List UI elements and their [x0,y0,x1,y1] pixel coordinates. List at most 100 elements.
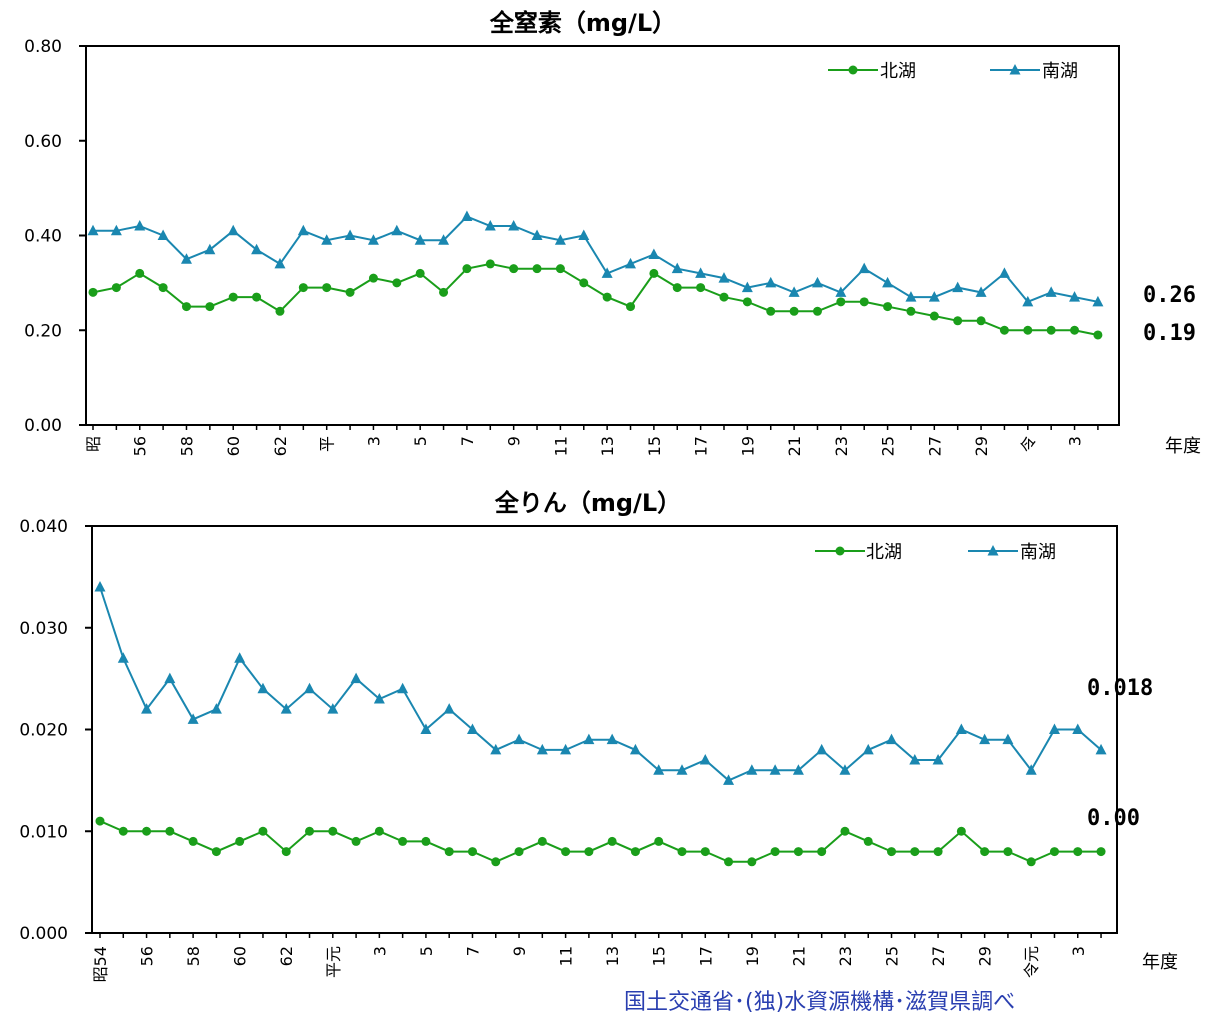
x-tick-label: 令元 [1022,946,1041,978]
data-point [1049,847,1059,857]
x-tick-label: 平元 [324,946,343,978]
x-tick-label: 58 [177,436,196,456]
y-tick-label: 0.040 [19,517,68,537]
x-tick-label: 11 [551,436,570,456]
data-point [491,857,501,867]
data-point [793,847,803,857]
data-point [165,826,175,836]
data-point [560,743,572,755]
data-point [719,292,729,302]
data-point [180,253,192,264]
data-point [537,836,547,846]
data-point [746,764,758,775]
data-point [741,281,753,293]
data-point [467,847,477,857]
data-point [770,847,780,857]
data-point [976,316,986,326]
y-tick-label: 0.030 [19,619,68,639]
x-tick-label: 58 [184,946,203,966]
data-point [118,826,128,836]
data-point [415,268,425,278]
data-point [836,297,846,307]
data-point [134,220,146,231]
x-tick-label: 23 [836,946,855,966]
data-point [1046,325,1056,335]
x-tick-label: 13 [598,436,617,456]
x-tick-label: 9 [505,436,524,446]
data-point [345,287,355,297]
data-point [561,847,571,857]
data-point [1095,743,1107,755]
x-tick-label: 60 [224,436,243,456]
data-point [490,743,502,755]
data-point [305,826,315,836]
data-point [766,306,776,316]
x-tick-label: 昭 [84,436,103,452]
x-tick-label: 3 [1069,946,1088,956]
data-point [601,267,613,278]
data-point [1070,325,1080,335]
data-point [392,278,402,288]
x-tick-label: 60 [231,946,250,966]
y-tick-label: 0.60 [24,132,62,152]
data-point [374,826,384,836]
x-tick-label: 25 [879,436,898,456]
data-point [980,847,990,857]
data-point [859,297,869,307]
data-point [676,764,688,775]
x-tick-label: 21 [785,436,804,456]
x-tick-label: 7 [463,946,482,956]
x-tick-label: 27 [929,946,948,966]
data-point [747,857,757,867]
data-point [350,672,362,684]
legend-label: 南湖 [1020,542,1056,563]
data-point [862,743,874,755]
data-point [508,220,520,231]
data-point [210,703,222,714]
data-point [297,224,309,236]
data-point [975,286,987,297]
legend-marker [1009,64,1021,75]
data-point [141,703,153,714]
end-value-label: 0.00 [1087,806,1140,831]
data-point [629,743,641,755]
x-tick-label: 5 [411,436,430,446]
chart-title: 全りん（mg/L） [494,489,681,517]
x-tick-label: 15 [650,946,669,966]
data-point [88,287,98,297]
data-point [187,713,199,724]
data-point [367,234,379,245]
data-point [444,847,454,857]
data-point [671,262,683,274]
data-point [812,306,822,316]
x-tick-label: 17 [696,946,715,966]
data-point [583,733,595,745]
data-point [952,281,964,293]
data-point [1073,847,1083,857]
data-point [672,283,682,293]
data-point [909,754,921,765]
data-point [700,847,710,857]
data-point [724,857,734,867]
data-point [252,292,262,302]
series-line-1 [92,262,1099,336]
data-point [887,847,897,857]
data-point [321,234,333,245]
data-point [280,703,292,714]
data-point [421,836,431,846]
data-point [204,243,216,255]
x-tick-label: 15 [645,436,664,456]
data-point [626,302,636,312]
data-point [328,826,338,836]
data-point [484,220,496,231]
x-tick-label: 62 [271,436,290,456]
legend-marker [835,546,845,556]
chart-2: 全りん（mg/L） 0.000 0.010 0.020 0.030 0.040 昭54 56 5… [19,489,1178,982]
x-tick-label: 23 [832,436,851,456]
data-point [531,229,543,240]
data-point [304,682,316,694]
data-point [932,754,944,765]
data-point [536,743,548,755]
data-point [578,229,590,240]
data-point [117,652,129,663]
